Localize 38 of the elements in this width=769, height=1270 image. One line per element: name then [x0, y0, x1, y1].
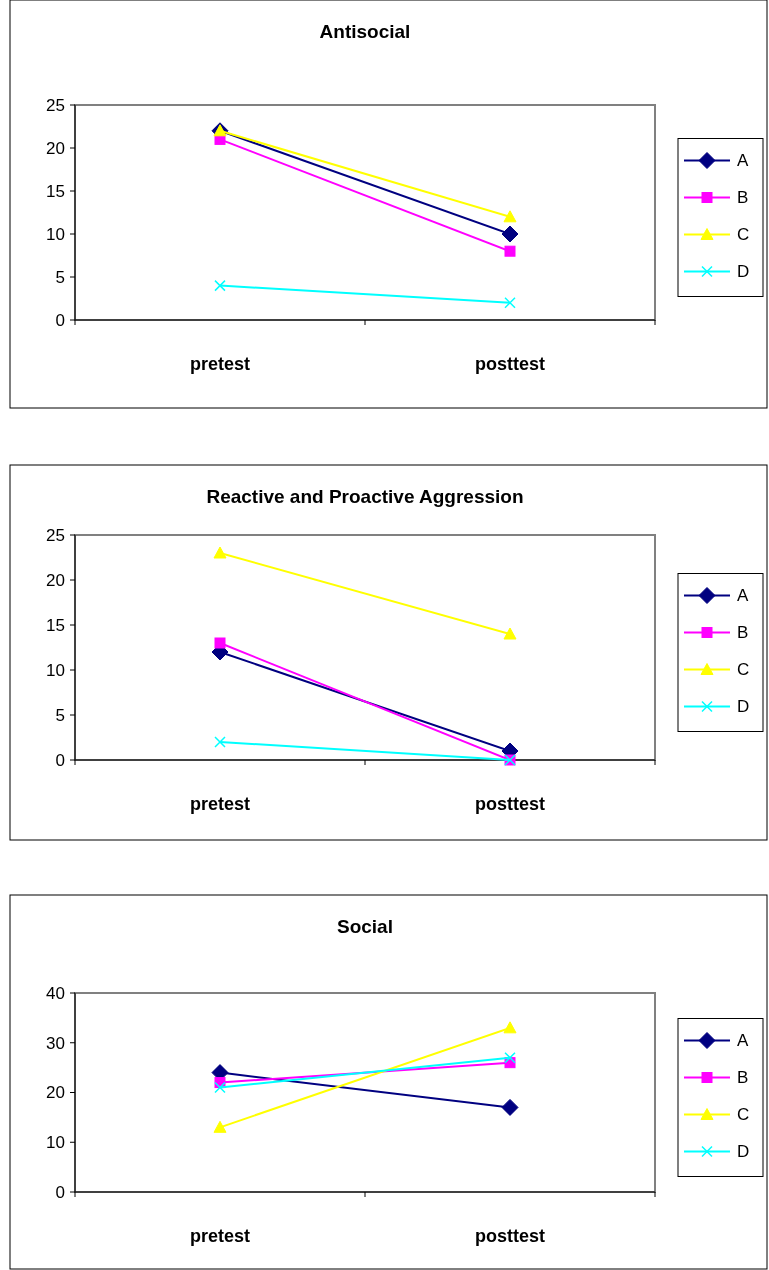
legend-label: A [737, 586, 749, 606]
legend-label: B [737, 623, 749, 643]
y-tick-label: 15 [46, 181, 65, 201]
legend-label: A [737, 151, 749, 171]
x-tick-label: posttest [474, 354, 546, 374]
x-tick-label: posttest [474, 794, 546, 814]
legend-label: D [737, 1142, 750, 1162]
x-tick-label: posttest [474, 1226, 546, 1246]
y-tick-label: 15 [46, 615, 65, 635]
legend-label: D [737, 697, 750, 717]
y-tick-label: 20 [46, 570, 65, 590]
legend-label: C [737, 225, 750, 245]
legend-label: B [737, 188, 749, 208]
y-tick-label: 10 [46, 660, 65, 680]
y-tick-label: 25 [46, 95, 65, 115]
legend-label: A [737, 1031, 749, 1051]
legend-label: D [737, 262, 750, 282]
chart-title: Reactive and Proactive Aggression [206, 486, 524, 507]
y-tick-label: 40 [46, 983, 65, 1003]
x-tick-label: pretest [189, 354, 251, 374]
y-tick-label: 5 [55, 705, 65, 725]
y-tick-label: 20 [46, 138, 65, 158]
y-tick-label: 20 [46, 1083, 65, 1103]
x-tick-label: pretest [189, 794, 251, 814]
legend-label: B [737, 1068, 749, 1088]
y-tick-label: 25 [46, 525, 65, 545]
chart-title: Antisocial [319, 21, 411, 42]
y-tick-label: 10 [46, 1133, 65, 1153]
y-tick-label: 5 [55, 267, 65, 287]
y-tick-label: 0 [55, 310, 65, 330]
y-tick-label: 30 [46, 1033, 65, 1053]
y-tick-label: 0 [55, 750, 65, 770]
chart-title: Social [337, 916, 393, 937]
y-tick-label: 0 [55, 1182, 65, 1202]
y-tick-label: 10 [46, 224, 65, 244]
x-tick-label: pretest [189, 1226, 251, 1246]
legend-label: C [737, 1105, 750, 1125]
legend-label: C [737, 660, 750, 680]
